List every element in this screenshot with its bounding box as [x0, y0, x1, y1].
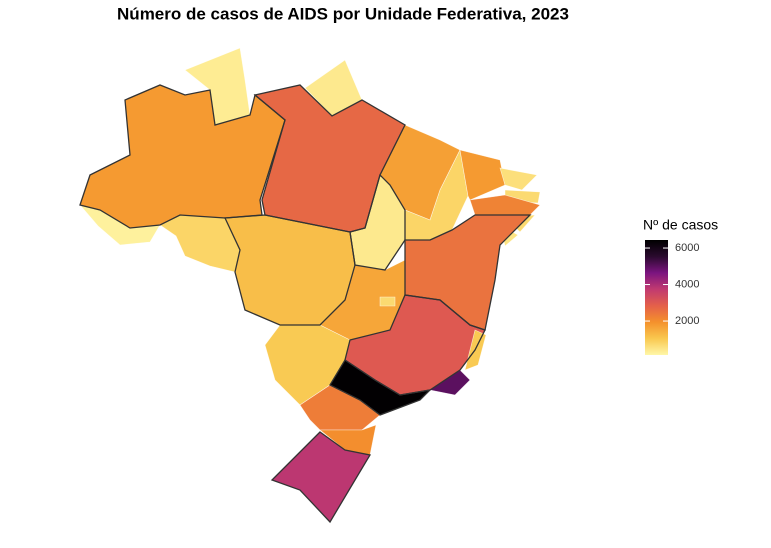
legend-title: Nº de casos — [643, 217, 718, 233]
colorbar — [645, 240, 668, 355]
region-border — [224, 214, 356, 326]
state — [459, 149, 506, 201]
chart-title: Número de casos de AIDS por Unidade Fede… — [117, 4, 569, 23]
region-border — [349, 173, 406, 271]
colorbar-label: 4000 — [675, 278, 699, 290]
state — [379, 296, 396, 307]
colorbar-label: 2000 — [675, 315, 699, 327]
state — [469, 194, 541, 216]
country-border — [79, 84, 532, 524]
state — [499, 167, 538, 191]
map — [79, 47, 541, 523]
state — [79, 84, 286, 229]
region-border — [329, 359, 432, 416]
region-border — [270, 431, 372, 524]
colorbar-label: 6000 — [675, 242, 699, 254]
